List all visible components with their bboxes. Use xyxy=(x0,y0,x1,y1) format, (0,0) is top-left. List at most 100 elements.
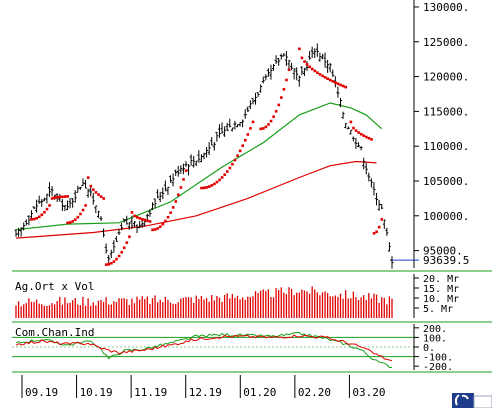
sar-dot xyxy=(308,65,311,69)
sar-dot xyxy=(316,71,319,75)
sar-dot xyxy=(328,78,332,82)
sar-dot xyxy=(86,176,90,179)
ohlc-bar xyxy=(148,209,152,217)
sar-dot xyxy=(336,82,340,86)
sar-dot xyxy=(375,230,378,234)
ohlc-bar xyxy=(181,163,185,175)
ohlc-bar xyxy=(210,137,214,146)
sar-dot xyxy=(71,220,75,223)
sar-dot xyxy=(104,263,108,266)
ohlc-bar xyxy=(112,240,116,253)
ohlc-bar xyxy=(246,106,250,113)
sar-dot xyxy=(81,208,85,212)
sar-dot xyxy=(68,221,72,224)
ohlc-bar xyxy=(331,69,335,77)
sar-dot xyxy=(99,195,103,198)
sar-dot xyxy=(56,195,59,199)
ohlc-bar xyxy=(382,219,386,230)
sar-dot xyxy=(274,109,278,113)
sar-dot xyxy=(125,241,129,244)
sar-dot xyxy=(128,235,131,239)
ohlc-bar xyxy=(40,198,44,207)
ohlc-bar xyxy=(202,152,206,160)
ohlc-bar xyxy=(284,51,288,66)
sar-dot xyxy=(249,127,252,130)
sar-dot xyxy=(117,254,121,258)
ohlc-bar xyxy=(14,229,18,237)
sar-dot xyxy=(220,176,224,179)
sar-dot xyxy=(79,212,82,216)
moving-average-line-2 xyxy=(15,160,377,239)
ohlc-bar xyxy=(259,84,263,93)
oscillator-y-tick-label: -200. xyxy=(423,362,453,373)
ohlc-bar xyxy=(272,63,276,71)
ohlc-bar xyxy=(310,46,314,58)
ohlc-bar xyxy=(264,74,268,81)
sar-dot xyxy=(184,169,188,172)
ohlc-bar xyxy=(102,228,106,238)
ohlc-bar xyxy=(161,187,165,200)
ohlc-bar xyxy=(166,186,170,195)
ohlc-bar xyxy=(73,190,77,203)
ohlc-bar xyxy=(354,137,358,149)
ohlc-bar xyxy=(359,146,363,151)
sar-dot xyxy=(210,184,214,187)
sar-dot xyxy=(218,178,221,182)
ohlc-bar xyxy=(117,229,121,236)
ohlc-bar xyxy=(179,165,183,174)
ohlc-bar xyxy=(109,249,113,258)
sar-dot xyxy=(35,216,39,220)
sar-dot xyxy=(269,119,273,123)
ohlc-bar xyxy=(223,126,227,137)
sar-dot xyxy=(359,132,363,136)
sar-dot xyxy=(84,204,87,207)
ohlc-bar xyxy=(199,154,203,163)
price-y-tick-label: 110000. xyxy=(423,140,469,153)
ohlc-bar xyxy=(192,155,196,168)
sar-dot xyxy=(264,125,268,129)
time-axis-label: 02.20 xyxy=(298,386,331,399)
sar-dot xyxy=(32,217,36,221)
sar-dot xyxy=(92,188,95,191)
ohlc-bar xyxy=(104,243,108,254)
sar-dot xyxy=(174,200,178,203)
sar-dot xyxy=(74,218,77,221)
sar-dot xyxy=(115,257,118,261)
sar-dot xyxy=(45,207,49,211)
sar-dot xyxy=(241,144,245,148)
ohlc-bar xyxy=(300,66,304,76)
sar-dot xyxy=(339,83,342,87)
ohlc-bar xyxy=(135,224,139,234)
price-panel: 95000. 100000. 105000. 110000. 115000. 120000… xyxy=(14,0,469,269)
oscillator-panel-label: Com.Chan.Ind xyxy=(15,326,94,339)
sar-dot xyxy=(331,80,335,83)
ohlc-bar xyxy=(169,175,173,183)
sar-dot xyxy=(146,219,149,223)
ohlc-bar xyxy=(19,227,23,237)
sar-dot xyxy=(213,182,216,186)
sar-dot xyxy=(323,76,327,79)
ohlc-bar xyxy=(238,122,242,127)
ohlc-bar xyxy=(292,68,296,80)
time-axis: 09.19 10.19 11.19 12.19 01.20 02.20 03.20 xyxy=(21,375,386,399)
ohlc-bar xyxy=(326,59,330,73)
sar-dot xyxy=(161,222,165,226)
ohlc-bar xyxy=(150,202,154,210)
ohlc-bar xyxy=(99,215,103,221)
ohlc-bar xyxy=(29,210,33,219)
ohlc-bar xyxy=(176,165,180,177)
time-axis-label: 12.19 xyxy=(189,386,222,399)
ohlc-bar xyxy=(251,97,255,105)
sar-dot xyxy=(200,186,203,190)
sar-dot xyxy=(63,195,67,198)
sar-dot xyxy=(272,115,275,118)
sar-dot xyxy=(153,228,157,231)
sar-dot xyxy=(259,127,263,131)
sar-dot xyxy=(40,213,44,217)
ohlc-bar xyxy=(184,161,188,167)
sar-dot xyxy=(107,262,111,266)
ohlc-bar xyxy=(266,68,270,77)
ohlc-bar xyxy=(225,123,229,131)
sar-dot xyxy=(321,74,324,78)
sar-dot xyxy=(251,120,255,124)
